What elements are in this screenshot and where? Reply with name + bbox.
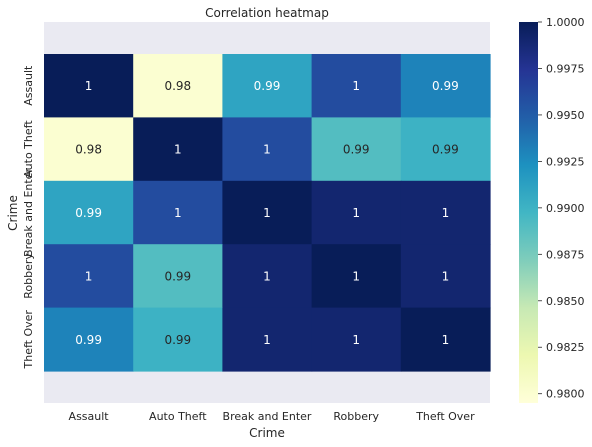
- cell-value-label: 1: [442, 269, 450, 283]
- heatmap-cell: [133, 117, 223, 182]
- cell-value-label: 1: [352, 333, 360, 347]
- colorbar-tick-label: 0.9925: [546, 155, 585, 168]
- heatmap-cell: [311, 54, 402, 118]
- heatmap-cell: [222, 244, 313, 309]
- cell-value-label: 1: [442, 333, 450, 347]
- cell-value-label: 1: [442, 206, 450, 220]
- cell-value-label: 1: [352, 79, 360, 93]
- cell-value-label: 1: [352, 206, 360, 220]
- x-tick-labels: Assault Auto Theft Break and Enter Robbery T…: [69, 410, 476, 423]
- heatmap-cell: [44, 180, 134, 245]
- heatmap-cell: [311, 244, 402, 309]
- heatmap-cells: 1 0.98 0.99 1 0.99 0.98 1 1 0.99 0.99 0.99 1 1 1 1 1 0.9…: [44, 54, 491, 372]
- heatmap-cell: [222, 180, 313, 245]
- cell-value-label: 1: [174, 143, 182, 157]
- x-tick-label: Robbery: [333, 410, 379, 423]
- colorbar-tick-label: 1.0000: [546, 16, 585, 29]
- cell-value-label: 1: [352, 269, 360, 283]
- y-tick-label: Theft Over: [22, 310, 35, 370]
- chart-title: Correlation heatmap: [205, 6, 329, 20]
- heatmap-cell: [400, 180, 491, 245]
- colorbar-tick-label: 0.9800: [546, 388, 585, 401]
- colorbar-tick-label: 0.9900: [546, 202, 585, 215]
- cell-value-label: 0.99: [432, 79, 459, 93]
- y-tick-label: Auto Theft: [22, 120, 35, 178]
- cell-value-label: 1: [263, 206, 271, 220]
- heatmap-cell: [44, 307, 134, 372]
- heatmap-cell: [44, 117, 134, 182]
- x-tick-label: Auto Theft: [149, 410, 207, 423]
- cell-value-label: 0.99: [164, 269, 191, 283]
- cell-value-label: 1: [85, 79, 93, 93]
- cell-value-label: 1: [85, 269, 93, 283]
- cell-value-label: 0.99: [254, 79, 281, 93]
- x-tick-label: Theft Over: [415, 410, 475, 423]
- colorbar-ticks: 0.9800 0.9825 0.9850 0.9875 0.9900 0.9925 0.99…: [538, 16, 585, 401]
- heatmap-cell: [311, 307, 402, 372]
- cell-value-label: 1: [263, 333, 271, 347]
- colorbar-tick-label: 0.9850: [546, 295, 585, 308]
- cell-value-label: 1: [263, 143, 271, 157]
- heatmap-cell: [44, 244, 134, 309]
- cell-value-label: 1: [263, 269, 271, 283]
- heatmap-cell: [311, 180, 402, 245]
- colorbar: [519, 22, 538, 403]
- cell-value-label: 0.98: [164, 79, 191, 93]
- cell-value-label: 0.99: [432, 143, 459, 157]
- cell-value-label: 0.99: [164, 333, 191, 347]
- y-tick-label: Assault: [22, 65, 35, 106]
- heatmap-cell: [400, 307, 491, 372]
- heatmap-cell: [133, 180, 223, 245]
- heatmap-cell: [133, 307, 223, 372]
- cell-value-label: 0.99: [75, 333, 102, 347]
- heatmap-cell: [311, 117, 402, 182]
- x-axis-label: Crime: [249, 426, 285, 440]
- heatmap-cell: [400, 54, 491, 118]
- heatmap-cell: [400, 244, 491, 309]
- heatmap-cell: [133, 54, 223, 118]
- y-tick-label: Break and Enter: [22, 168, 35, 257]
- heatmap-cell: [44, 54, 134, 118]
- heatmap-cell: [133, 244, 223, 309]
- y-tick-label: Robbery: [22, 253, 35, 299]
- colorbar-tick-label: 0.9975: [546, 62, 585, 75]
- x-tick-label: Break and Enter: [223, 410, 312, 423]
- colorbar-tick-label: 0.9825: [546, 341, 585, 354]
- heatmap-cell: [222, 307, 313, 372]
- x-tick-label: Assault: [69, 410, 110, 423]
- heatmap-cell: [400, 117, 491, 182]
- heatmap-cell: [222, 54, 313, 118]
- heatmap-cell: [222, 117, 313, 182]
- colorbar-tick-label: 0.9875: [546, 248, 585, 261]
- cell-value-label: 0.98: [75, 143, 102, 157]
- cell-value-label: 0.99: [75, 206, 102, 220]
- colorbar-tick-label: 0.9950: [546, 109, 585, 122]
- cell-value-label: 1: [174, 206, 182, 220]
- y-axis-label: Crime: [6, 195, 20, 231]
- cell-value-label: 0.99: [343, 143, 370, 157]
